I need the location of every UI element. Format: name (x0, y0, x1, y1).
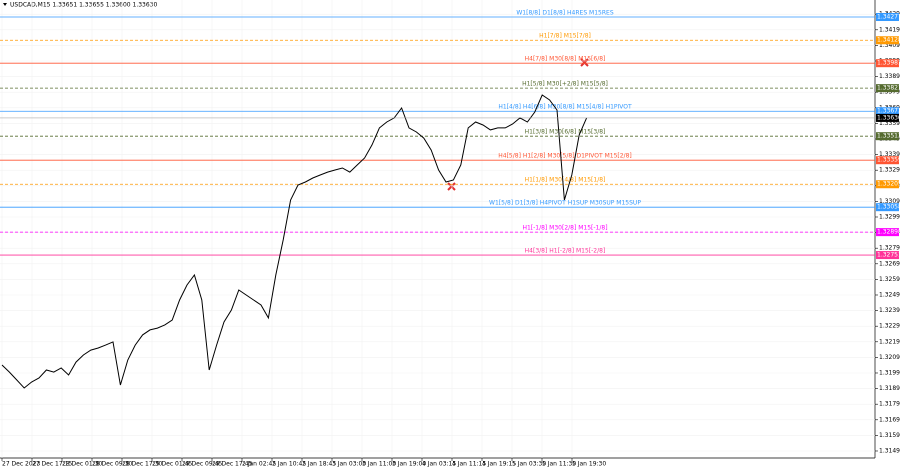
x-tick-label: 2 Jan 18:45 (302, 461, 336, 468)
current-price-label: 1.33630 (877, 114, 900, 121)
x-tick-label: 5 Jan 03:30 (512, 461, 546, 468)
x-tick-label: 27 Dec 17:15 (32, 461, 73, 468)
x-tick-label: 3 Jan 11:00 (362, 461, 396, 468)
x-tick-label: 29 Dec 17:45 (212, 461, 253, 468)
y-tick-label: 1.31895 (879, 385, 900, 392)
level-label: H1[3/8] M30[6/8] M15[3/8] (525, 129, 606, 136)
price-box-label: 1.33058 (877, 204, 900, 211)
price-box-label: 1.34128 (877, 37, 900, 44)
x-tick-label: 5 Jan 19:30 (572, 461, 606, 468)
x-tick-label: 2 Jan 10:45 (272, 461, 306, 468)
menu-arrow (3, 3, 7, 6)
x-tick-label: 3 Jan 19:00 (392, 461, 426, 468)
y-tick-label: 1.34195 (879, 26, 900, 33)
y-tick-label: 1.32395 (879, 307, 900, 314)
price-box-label: 1.33673 (877, 108, 900, 115)
level-label: H1[4/8] H4[6/8] M30[8/8] M15[4/8] H1PIVO… (498, 104, 632, 111)
y-tick-label: 1.32295 (879, 323, 900, 330)
y-tick-label: 1.32795 (879, 245, 900, 252)
y-tick-label: 1.32095 (879, 354, 900, 361)
price-box (876, 132, 899, 141)
level-label: W1[5/8] D1[3/8] H4PIVOT H1SUP M30SUP M15… (489, 200, 641, 207)
x-tick-label: 28 Dec 01:30 (62, 461, 103, 468)
price-box-label: 1.33359 (877, 157, 900, 164)
x-tick-label: 5 Jan 11:30 (542, 461, 576, 468)
y-tick-label: 1.33795 (879, 89, 900, 96)
x-tick-label: 4 Jan 19:15 (482, 461, 516, 468)
price-box (876, 156, 899, 165)
price-box (876, 36, 899, 45)
price-box-label: 1.33981 (877, 60, 900, 67)
y-tick-label: 1.32495 (879, 291, 900, 298)
x-tick-label: 28 Dec 17:30 (122, 461, 163, 468)
y-tick-label: 1.31595 (879, 432, 900, 439)
level-label: H4[5/8] H1[2/8] M30[5/8] D1PIVOT M15[2/8… (498, 153, 631, 160)
x-tick-label: 3 Jan 03:00 (332, 461, 366, 468)
level-label: W1[8/8] D1[8/8] H4RES M15RES (516, 10, 613, 17)
level-label: H1[-1/8] M30[2/8] M15[-1/8] (522, 225, 607, 232)
y-tick-label: 1.31995 (879, 369, 900, 376)
x-tick-label: 28 Dec 09:30 (92, 461, 133, 468)
y-tick-label: 1.33295 (879, 167, 900, 174)
y-tick-label: 1.33095 (879, 198, 900, 205)
x-tick-label: 29 Dec 01:45 (152, 461, 193, 468)
price-box (876, 180, 899, 189)
y-tick-label: 1.32595 (879, 276, 900, 283)
y-tick-label: 1.33895 (879, 73, 900, 80)
y-tick-label: 1.32695 (879, 260, 900, 267)
x-tick-label: 27 Dec 2023 (2, 461, 41, 468)
price-box-label: 1.33513 (877, 133, 900, 140)
level-label: H4[7/8] M30[8/8] M15[6/8] (525, 56, 606, 63)
y-tick-label: 1.33595 (879, 120, 900, 127)
y-tick-label: 1.31795 (879, 401, 900, 408)
price-box (876, 107, 899, 116)
y-tick-label: 1.31495 (879, 447, 900, 454)
price-box (876, 59, 899, 68)
price-box-label: 1.33821 (877, 85, 900, 92)
price-box (876, 84, 899, 93)
price-box (876, 203, 899, 212)
chart-title: USDCAD,M15 1.33651 1.33655 1.33600 1.336… (10, 2, 158, 9)
y-tick-label: 1.32195 (879, 338, 900, 345)
price-box-label: 1.33205 (877, 181, 900, 188)
x-tick-label: 2 Jan 02:45 (242, 461, 276, 468)
price-box (876, 13, 899, 22)
level-label: H1[7/8] M15[7/8] (539, 33, 591, 40)
x-tick-label: 29 Dec 09:45 (182, 461, 223, 468)
level-label: H1[1/8] M30[4/8] M15[1/8] (525, 177, 606, 184)
level-label: H1[5/8] M30[+2/8] M15[5/8] (522, 81, 608, 88)
price-box-label: 1.32898 (877, 229, 900, 236)
cross-marker (447, 58, 589, 191)
x-tick-label: 4 Jan 03:15 (422, 461, 456, 468)
price-box (876, 228, 899, 237)
price-box-label: 1.32751 (877, 252, 900, 259)
current-price-box (876, 113, 899, 122)
price-box-label: 1.34277 (877, 14, 900, 21)
y-tick-label: 1.33395 (879, 151, 900, 158)
price-box (876, 251, 899, 260)
price-line (1, 94, 588, 389)
level-label: H4[3/8] H1[-2/8] M15[-2/8] (525, 248, 606, 255)
y-tick-label: 1.34095 (879, 42, 900, 49)
x-tick-label: 4 Jan 11:15 (452, 461, 486, 468)
y-tick-label: 1.32995 (879, 213, 900, 220)
y-tick-label: 1.31695 (879, 416, 900, 423)
